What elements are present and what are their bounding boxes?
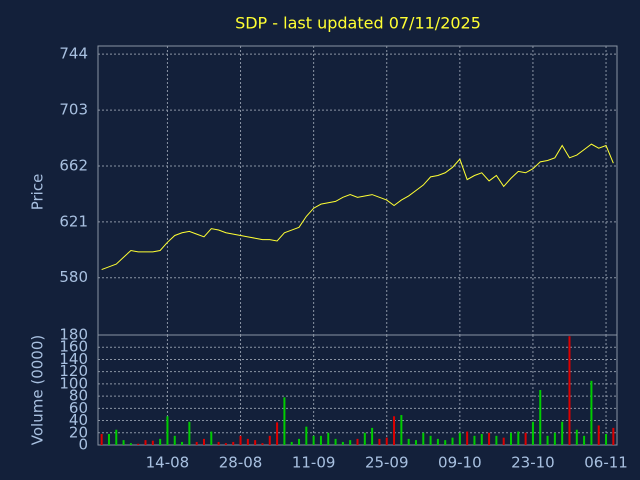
volume-bar (568, 336, 571, 445)
volume-bar (546, 435, 549, 445)
volume-tick-label: 180 (59, 326, 88, 344)
volume-bar (268, 435, 271, 445)
volume-bar (436, 438, 439, 445)
volume-bar (583, 435, 586, 445)
x-tick-label: 14-08 (146, 454, 190, 472)
volume-bar (122, 440, 125, 445)
volume-bar (444, 440, 447, 445)
volume-bar (575, 429, 578, 445)
volume-bar (305, 426, 308, 445)
volume-bar (378, 438, 381, 445)
x-tick-label: 23-10 (511, 454, 555, 472)
volume-tick-label: 80 (69, 387, 88, 405)
volume-bar (356, 438, 359, 445)
volume-bar (181, 441, 184, 445)
y-tick-label: 580 (59, 268, 88, 286)
volume-tick-label: 20 (69, 423, 88, 441)
volume-bar (510, 432, 513, 445)
volume-bar (334, 438, 337, 445)
volume-bar (429, 435, 432, 445)
volume-tick-label: 60 (69, 399, 88, 417)
chart-title: SDP - last updated 07/11/2025 (235, 14, 481, 33)
volume-bar (312, 435, 315, 445)
volume-bar (349, 440, 352, 445)
volume-bar (276, 422, 279, 445)
volume-tick-label: 40 (69, 411, 88, 429)
volume-bar (298, 438, 301, 445)
volume-bar (232, 441, 235, 445)
volume-bar (422, 432, 425, 445)
volume-bar (319, 435, 322, 445)
y-tick-label: 662 (59, 156, 88, 174)
volume-bar (195, 441, 198, 445)
volume-bar (393, 416, 396, 445)
volume-bar (202, 438, 205, 445)
volume-bar (553, 432, 556, 445)
y-axis-label: Price (29, 174, 47, 211)
volume-bar (480, 434, 483, 445)
volume-bar (129, 443, 132, 445)
volume-bar (612, 427, 615, 445)
volume-tick-label: 140 (59, 350, 88, 368)
volume-bar (363, 432, 366, 445)
volume-bar (495, 435, 498, 445)
volume-axis-label: Volume (0000) (29, 335, 47, 445)
x-tick-label: 09-10 (438, 454, 482, 472)
volume-bar (107, 434, 110, 445)
x-tick-label: 11-09 (292, 454, 336, 472)
volume-bar (246, 438, 249, 445)
volume-bar (283, 397, 286, 445)
volume-bar (173, 435, 176, 445)
volume-bar (166, 416, 169, 445)
volume-bar (517, 431, 520, 445)
volume-bar (261, 443, 264, 445)
y-tick-label: 621 (59, 212, 88, 230)
volume-bar (210, 431, 213, 445)
volume-bar (290, 441, 293, 445)
volume-bar (473, 435, 476, 445)
price-line (101, 143, 614, 271)
volume-tick-label: 0 (78, 436, 88, 454)
volume-tick-label: 120 (59, 362, 88, 380)
y-tick-label: 703 (59, 101, 88, 119)
volume-bar (239, 435, 242, 445)
volume-bar (488, 432, 491, 445)
volume-bar (400, 415, 403, 445)
volume-bar (371, 427, 374, 445)
volume-bar (137, 443, 140, 445)
volume-tick-label: 100 (59, 374, 88, 392)
volume-bar (539, 390, 542, 445)
volume-bar (597, 425, 600, 445)
volume-tick-label: 160 (59, 338, 88, 356)
volume-bar (414, 440, 417, 445)
x-tick-label: 28-08 (219, 454, 263, 472)
volume-bar (407, 438, 410, 445)
volume-bar (115, 429, 118, 445)
volume-bar (224, 443, 227, 445)
volume-bar (100, 434, 103, 445)
volume-bar (531, 421, 534, 445)
volume-bar (385, 437, 388, 445)
volume-bar (188, 421, 191, 445)
volume-bar (254, 440, 257, 445)
volume-bar (561, 421, 564, 445)
volume-bar (327, 432, 330, 445)
volume-bar (458, 432, 461, 445)
volume-bar (151, 440, 154, 445)
volume-bar (341, 441, 344, 445)
volume-bar (605, 434, 608, 445)
volume-bar (144, 440, 147, 445)
volume-bar (524, 432, 527, 445)
volume-bar (159, 438, 162, 445)
volume-bar (502, 437, 505, 445)
volume-bar (590, 380, 593, 445)
volume-bar (217, 441, 220, 445)
x-tick-label: 25-09 (365, 454, 409, 472)
volume-bar (466, 431, 469, 445)
y-tick-label: 744 (59, 45, 88, 63)
x-tick-label: 06-11 (584, 454, 628, 472)
volume-bar (451, 437, 454, 445)
